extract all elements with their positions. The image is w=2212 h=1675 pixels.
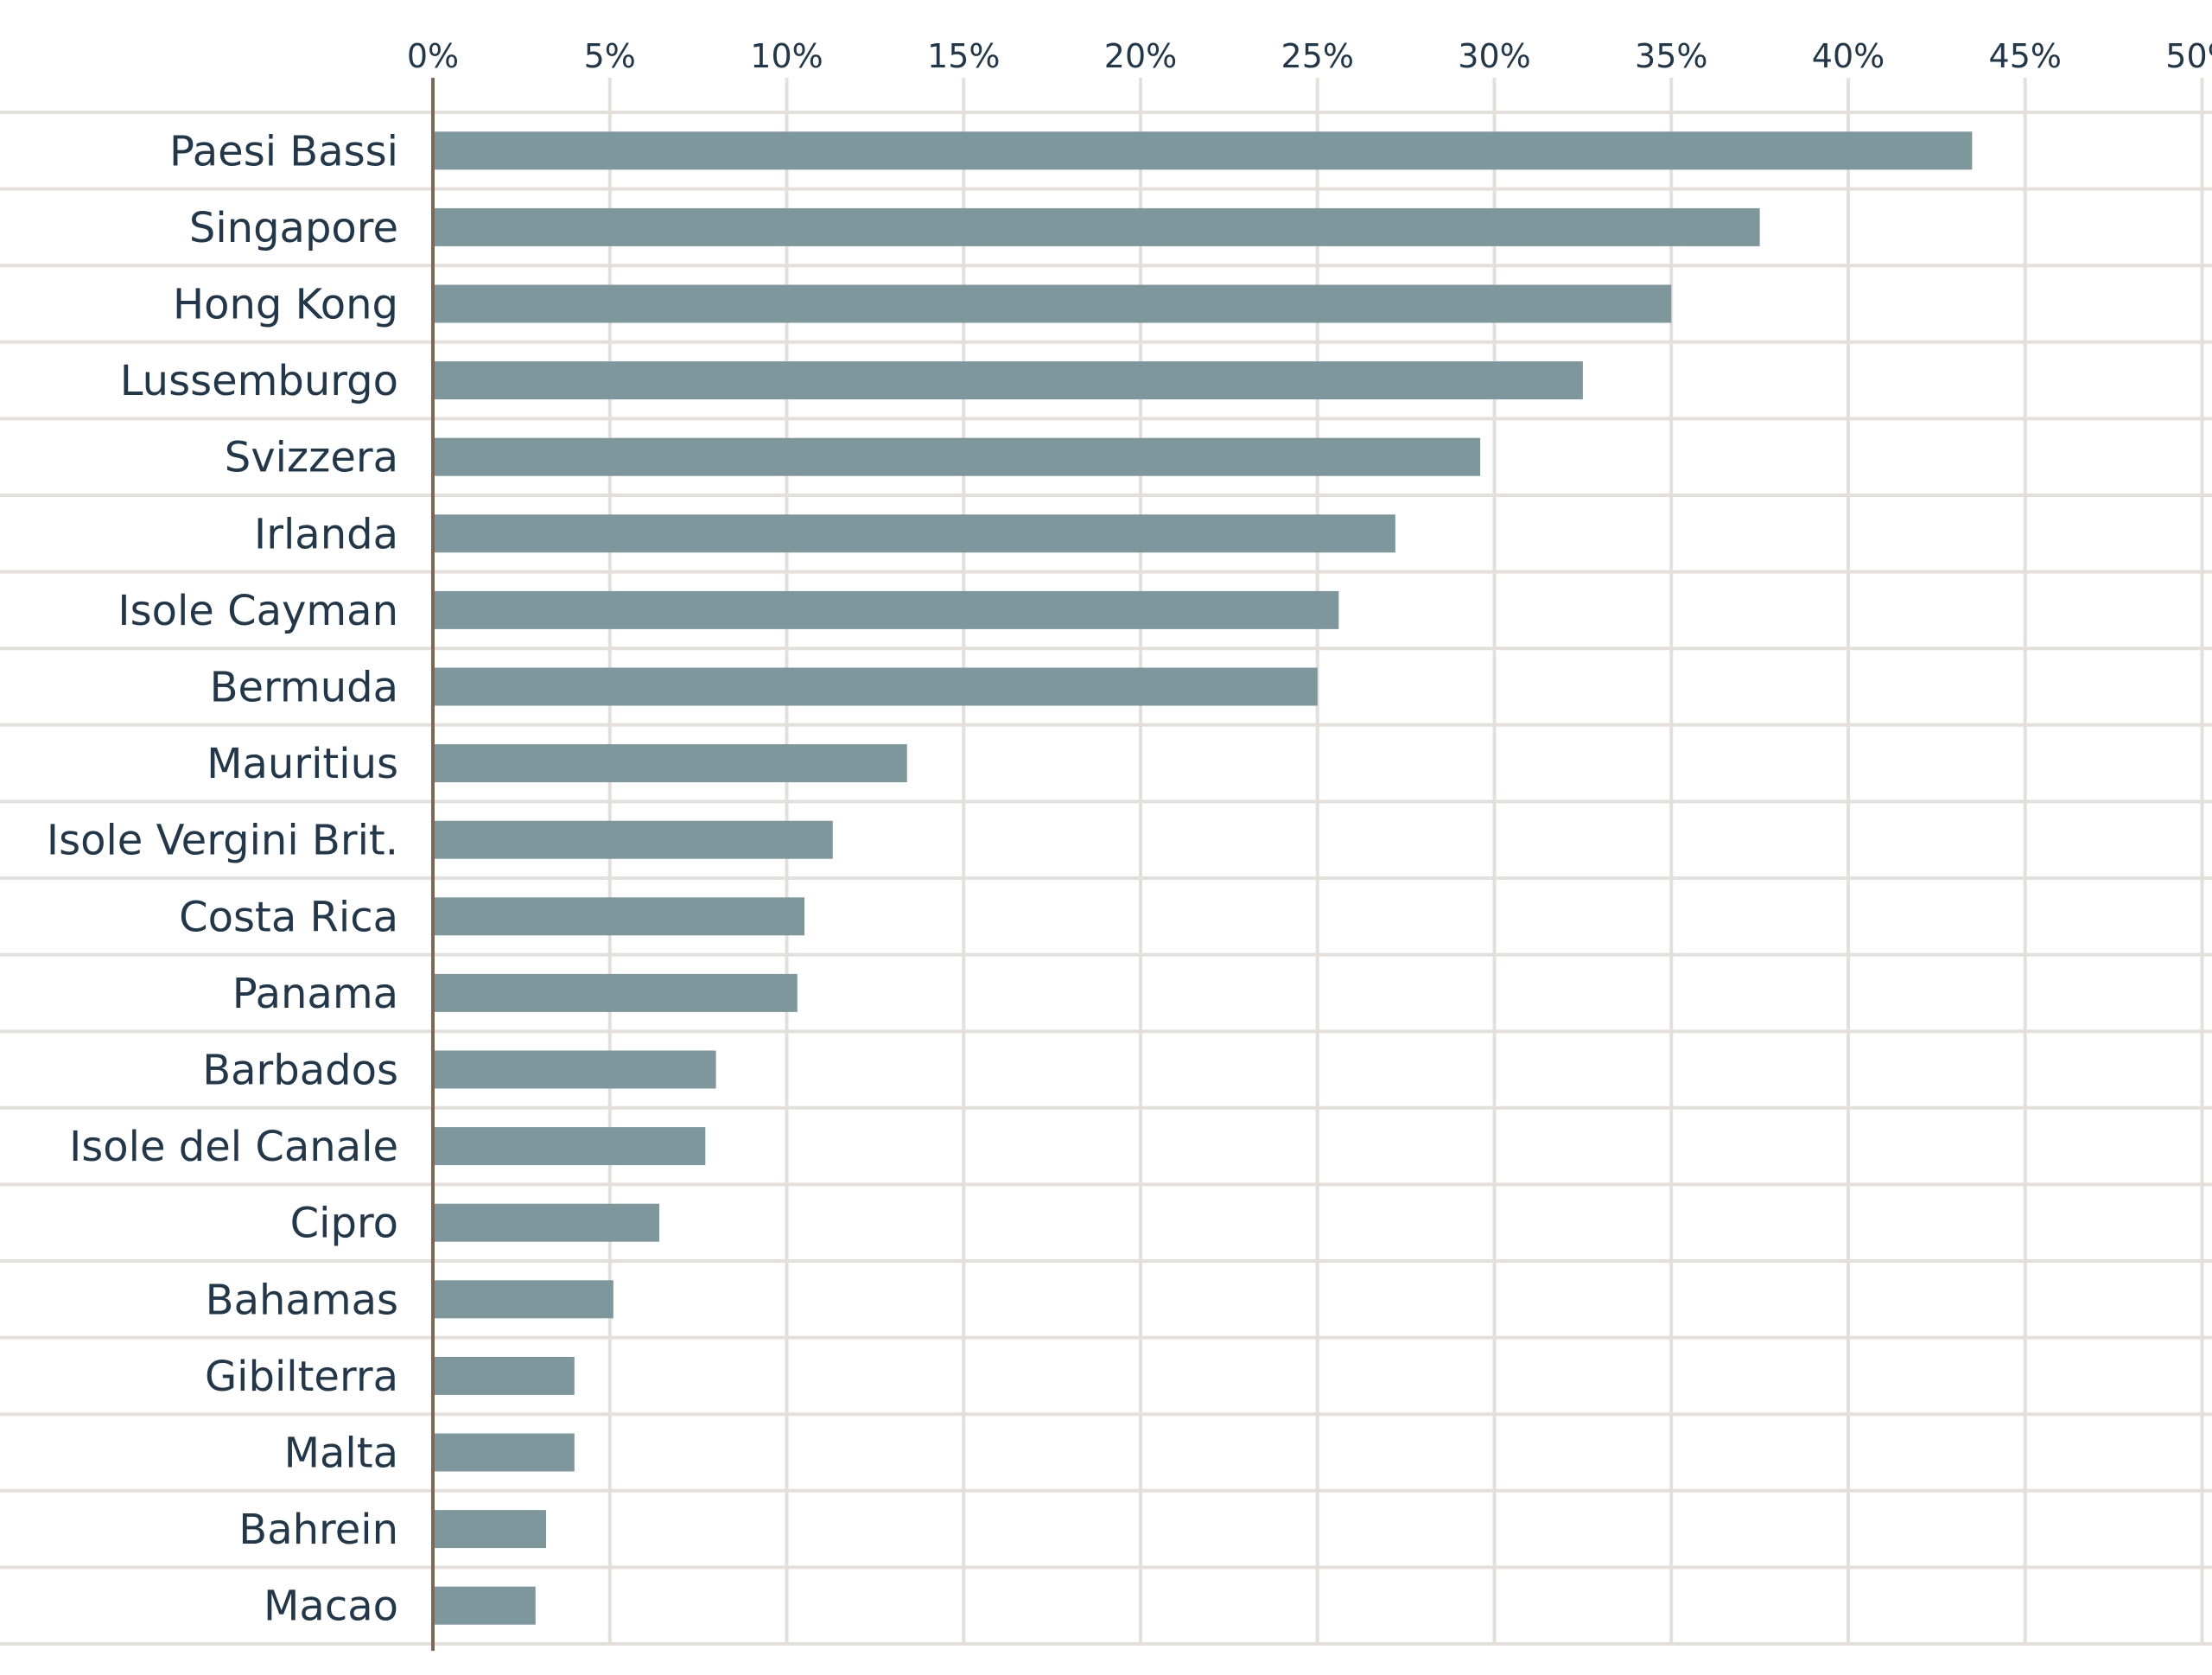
bar xyxy=(433,1050,716,1089)
category-label: Lussemburgo xyxy=(120,357,398,405)
category-label: Panama xyxy=(232,970,398,1018)
category-label: Macao xyxy=(264,1583,398,1631)
x-tick-label: 5% xyxy=(584,37,636,75)
x-tick-label: 50% xyxy=(2165,37,2212,75)
bar xyxy=(433,1127,706,1166)
category-label: Isole del Canale xyxy=(69,1123,398,1171)
bar xyxy=(433,897,804,936)
bar xyxy=(433,361,1583,400)
bar xyxy=(433,590,1339,629)
category-label: Bahrein xyxy=(238,1506,398,1554)
x-tick-label: 0% xyxy=(407,37,459,75)
bar xyxy=(433,1203,660,1242)
bar xyxy=(433,514,1395,553)
category-label: Isole Cayman xyxy=(118,587,398,635)
category-label: Hong Kong xyxy=(173,281,398,329)
x-tick-label: 45% xyxy=(1989,37,2062,75)
x-tick-label: 20% xyxy=(1104,37,1177,75)
category-label: Bermuda xyxy=(210,664,398,712)
vertical-gridlines xyxy=(607,78,2204,1644)
bar xyxy=(433,973,798,1012)
bar xyxy=(433,667,1318,706)
category-label: Svizzera xyxy=(225,434,398,482)
bar xyxy=(433,1356,575,1395)
x-tick-label: 15% xyxy=(927,37,1000,75)
x-tick-label: 10% xyxy=(750,37,823,75)
x-tick-label: 30% xyxy=(1458,37,1530,75)
bar xyxy=(433,1433,575,1472)
category-label: Isole Vergini Brit. xyxy=(47,817,398,865)
category-label: Barbados xyxy=(202,1047,398,1095)
horizontal-gridlines xyxy=(0,111,2212,1646)
x-tick-label: 40% xyxy=(1812,37,1885,75)
bar xyxy=(433,207,1760,246)
category-label: Gibilterra xyxy=(205,1353,398,1401)
category-label: Bahamas xyxy=(206,1276,398,1324)
category-label: Irlanda xyxy=(254,510,398,558)
category-label: Cipro xyxy=(290,1200,398,1248)
bar xyxy=(433,744,907,783)
category-label: Costa Rica xyxy=(179,893,398,941)
bar xyxy=(433,1280,613,1319)
bar xyxy=(433,284,1672,323)
category-label: Malta xyxy=(284,1430,398,1478)
bar xyxy=(433,437,1481,476)
bar xyxy=(433,1510,547,1549)
bar xyxy=(433,131,1973,170)
category-label: Mauritius xyxy=(207,740,398,788)
x-tick-label: 35% xyxy=(1635,37,1707,75)
bars xyxy=(433,131,1973,1625)
category-label: Paesi Bassi xyxy=(169,127,398,175)
x-tick-labels: 0% 5% 10% 15% 20% 25% 30% 35% 40% 45% 50% xyxy=(407,37,2212,75)
bar xyxy=(433,820,833,859)
x-tick-label: 25% xyxy=(1281,37,1354,75)
category-label: Singapore xyxy=(189,204,398,252)
bar xyxy=(433,1586,536,1625)
category-labels: Paesi Bassi Singapore Hong Kong Lussemburgo… xyxy=(47,127,398,1630)
